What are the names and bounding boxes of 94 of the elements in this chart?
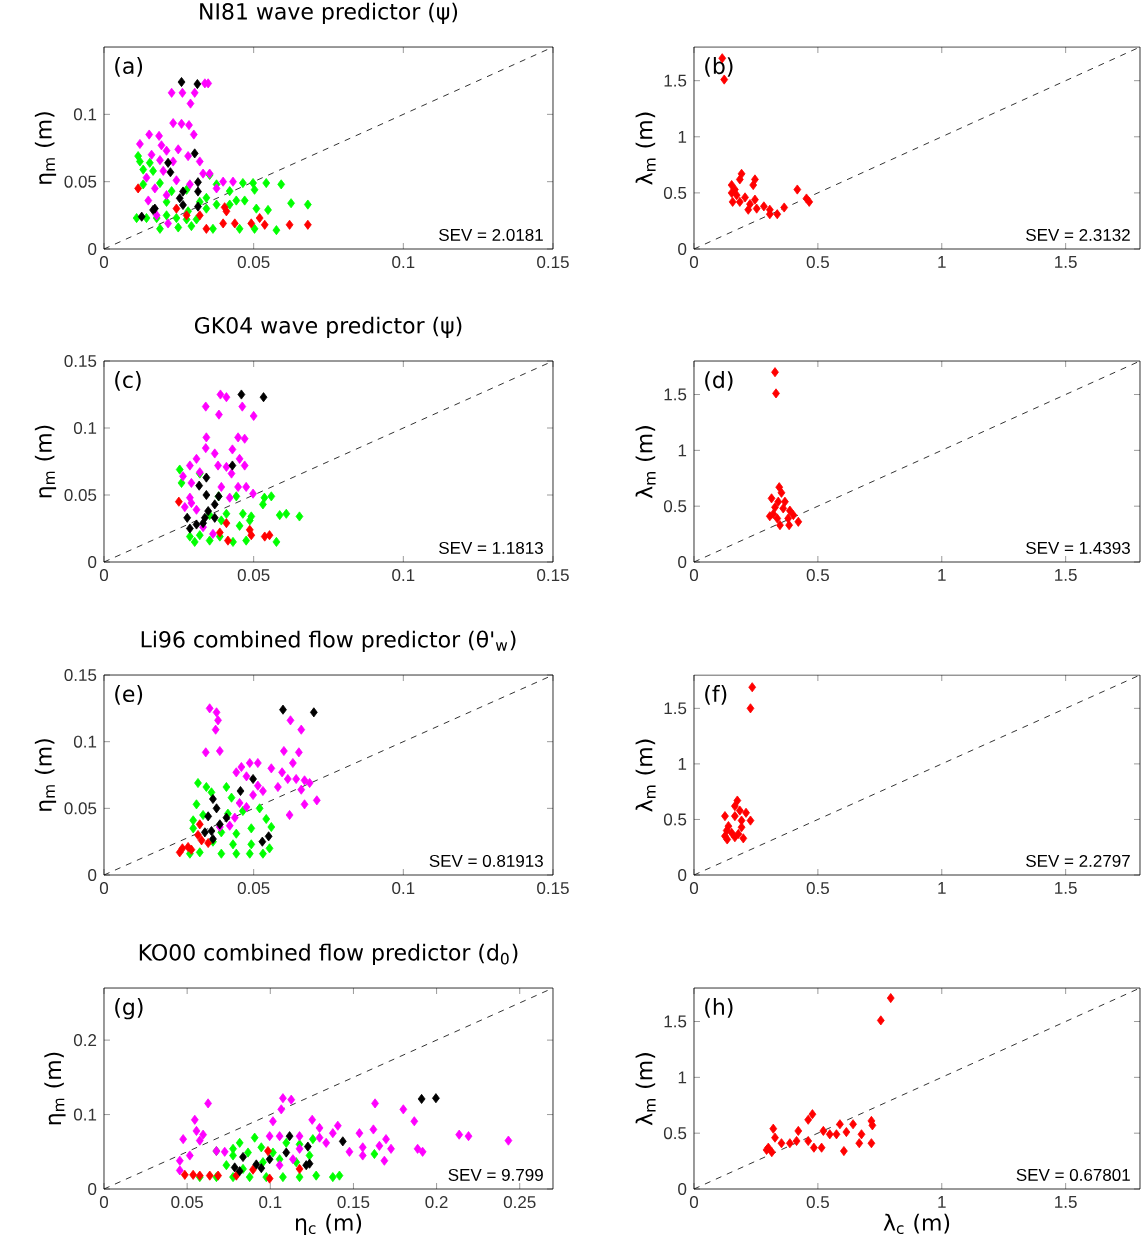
- x-tick-label: 0: [99, 569, 109, 582]
- x-axis-title: η$_{c}$ (m): [296, 1213, 362, 1236]
- y-tick-label: 0.05: [64, 802, 97, 815]
- x-tick-label: 0.5: [806, 1196, 829, 1209]
- y-tick-label: 0.5: [663, 1127, 687, 1140]
- y-tick-label: 0.1: [73, 735, 97, 748]
- chart-title: KO00 combined flow predictor (d$_{0}$): [139, 943, 518, 965]
- x-tick-label: 0: [689, 569, 699, 582]
- x-tick-label: 1.5: [1055, 569, 1077, 581]
- y-tick-label: 1: [678, 1071, 687, 1084]
- annotation: SEV = 1.4393: [1026, 541, 1130, 554]
- y-axis-title: η$_{m}$ (m): [44, 1052, 66, 1125]
- x-tick-label: 0.1: [392, 882, 415, 895]
- y-tick-label: 0: [678, 243, 687, 256]
- annotation: (h): [705, 998, 733, 1018]
- annotation: SEV = 0.81913: [429, 854, 543, 867]
- y-tick-label: 0.1: [73, 422, 97, 435]
- y-tick-label: 0.5: [663, 500, 687, 513]
- x-tick-label: 0: [99, 1196, 109, 1209]
- annotation: (b): [705, 57, 733, 77]
- x-tick-label: 0.15: [537, 256, 569, 269]
- annotation: (a): [115, 57, 143, 77]
- y-tick-label: 1.5: [664, 74, 687, 87]
- y-axis-title: η$_{m}$ (m): [34, 739, 57, 811]
- y-tick-label: 0.05: [64, 175, 97, 188]
- x-tick-label: 0.05: [237, 256, 270, 269]
- x-tick-label: 0.5: [806, 882, 829, 895]
- annotation: (c): [115, 371, 141, 391]
- y-tick-label: 0.15: [64, 669, 97, 682]
- annotation: SEV = 0.67801: [1016, 1168, 1130, 1181]
- annotation: SEV = 1.1813: [439, 541, 543, 554]
- chart-title: NI81 wave predictor (ψ): [200, 2, 458, 24]
- x-tick-label: 0.25: [503, 1196, 536, 1209]
- x-tick-label: 0.1: [392, 256, 415, 269]
- y-tick-label: 1.5: [664, 388, 687, 401]
- x-tick-label: 0.05: [171, 1196, 203, 1209]
- x-tick-label: 0.5: [806, 569, 829, 582]
- x-tick-label: 0.2: [425, 1196, 448, 1209]
- y-tick-label: 0: [88, 1183, 97, 1196]
- x-tick-label: 1: [938, 882, 946, 894]
- y-axis-title: λ$_{m}$ (m): [635, 739, 656, 812]
- y-tick-label: 0: [678, 869, 687, 882]
- y-tick-label: 0.2: [73, 1034, 97, 1047]
- annotation: (f): [705, 685, 727, 705]
- y-tick-label: 1.5: [664, 702, 687, 715]
- x-tick-label: 0: [689, 1196, 699, 1209]
- x-tick-label: 0.05: [237, 882, 270, 895]
- x-tick-label: 0: [99, 256, 109, 269]
- x-tick-label: 1.5: [1055, 1196, 1077, 1208]
- y-tick-label: 0: [88, 243, 97, 256]
- x-tick-label: 0.5: [806, 256, 829, 269]
- x-axis-title: λ$_{c}$ (m): [883, 1213, 950, 1235]
- x-tick-label: 1.5: [1055, 256, 1077, 268]
- y-tick-label: 1.5: [664, 1015, 687, 1028]
- y-tick-label: 0.5: [663, 813, 687, 826]
- x-tick-label: 0.1: [392, 569, 415, 582]
- x-tick-label: 0: [689, 882, 699, 895]
- y-tick-label: 1: [678, 130, 687, 143]
- annotation: (d): [705, 371, 733, 391]
- x-tick-label: 1: [938, 256, 946, 268]
- y-axis-title: λ$_{m}$ (m): [635, 112, 656, 185]
- y-axis-title: η$_{m}$ (m): [34, 112, 57, 184]
- x-tick-label: 0.15: [537, 882, 569, 895]
- annotation: SEV = 2.2797: [1026, 854, 1130, 867]
- y-tick-label: 1: [678, 444, 687, 457]
- y-tick-label: 0.1: [73, 108, 97, 121]
- x-tick-label: 0.15: [337, 1196, 370, 1209]
- annotation: SEV = 9.799: [448, 1168, 543, 1181]
- y-tick-label: 0: [678, 556, 687, 569]
- x-tick-label: 1: [938, 1196, 946, 1208]
- x-tick-label: 1: [938, 569, 946, 581]
- annotation: SEV = 2.0181: [439, 228, 543, 241]
- annotation: (e): [115, 685, 143, 705]
- y-axis-title: λ$_{m}$ (m): [635, 426, 656, 499]
- x-tick-label: 0: [689, 256, 699, 269]
- y-axis-title: η$_{m}$ (m): [34, 425, 57, 498]
- annotation: (g): [115, 998, 143, 1020]
- chart-title: GK04 wave predictor (ψ): [194, 316, 462, 338]
- y-tick-label: 0: [88, 556, 97, 569]
- x-tick-label: 0.15: [537, 569, 569, 582]
- chart-title: Li96 combined flow predictor (θ'$_{w}$): [141, 630, 516, 652]
- x-tick-label: 0: [99, 882, 109, 895]
- y-tick-label: 0.05: [64, 489, 97, 502]
- x-tick-label: 1.5: [1055, 882, 1077, 894]
- y-tick-label: 0: [88, 869, 97, 882]
- y-tick-label: 0.1: [73, 1108, 97, 1121]
- y-axis-title: λ$_{m}$ (m): [635, 1053, 656, 1126]
- x-tick-label: 0.1: [259, 1196, 282, 1209]
- y-tick-label: 0: [678, 1183, 687, 1196]
- annotation: SEV = 2.3132: [1026, 228, 1130, 241]
- y-tick-label: 1: [678, 758, 687, 770]
- x-tick-label: 0.05: [237, 569, 270, 582]
- y-tick-label: 0.15: [64, 355, 97, 368]
- y-tick-label: 0.5: [663, 186, 687, 199]
